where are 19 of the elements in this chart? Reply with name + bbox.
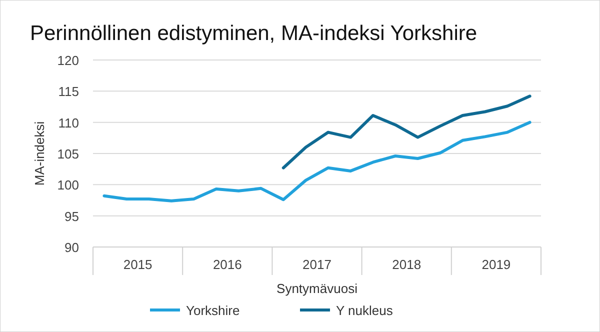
y-tick-label: 105 [57, 146, 79, 162]
y-tick-label: 100 [57, 178, 79, 193]
x-tick-label: 2018 [392, 257, 422, 272]
chart-title: Perinnöllinen edistyminen, MA-indeksi Yorkshire [30, 22, 478, 45]
y-tick-label: 95 [64, 208, 79, 224]
y-tick-label: 115 [58, 84, 79, 100]
x-tick-label: 2016 [212, 257, 242, 272]
x-tick-label: 2017 [302, 257, 332, 272]
legend-label: Y nukleus [336, 303, 394, 318]
y-tick-label: 90 [64, 240, 79, 255]
x-axis-title: Syntymävuosi [276, 281, 358, 296]
line-series [282, 94, 532, 170]
y-axis-title: MA-indeksi [32, 121, 47, 186]
x-tick-label: 2015 [123, 257, 152, 272]
legend-label: Yorkshire [186, 303, 240, 318]
y-tick-label: 110 [58, 115, 79, 130]
x-tick-label: 2019 [482, 257, 511, 272]
y-tick-label: 120 [57, 53, 79, 68]
line-series [102, 120, 532, 202]
